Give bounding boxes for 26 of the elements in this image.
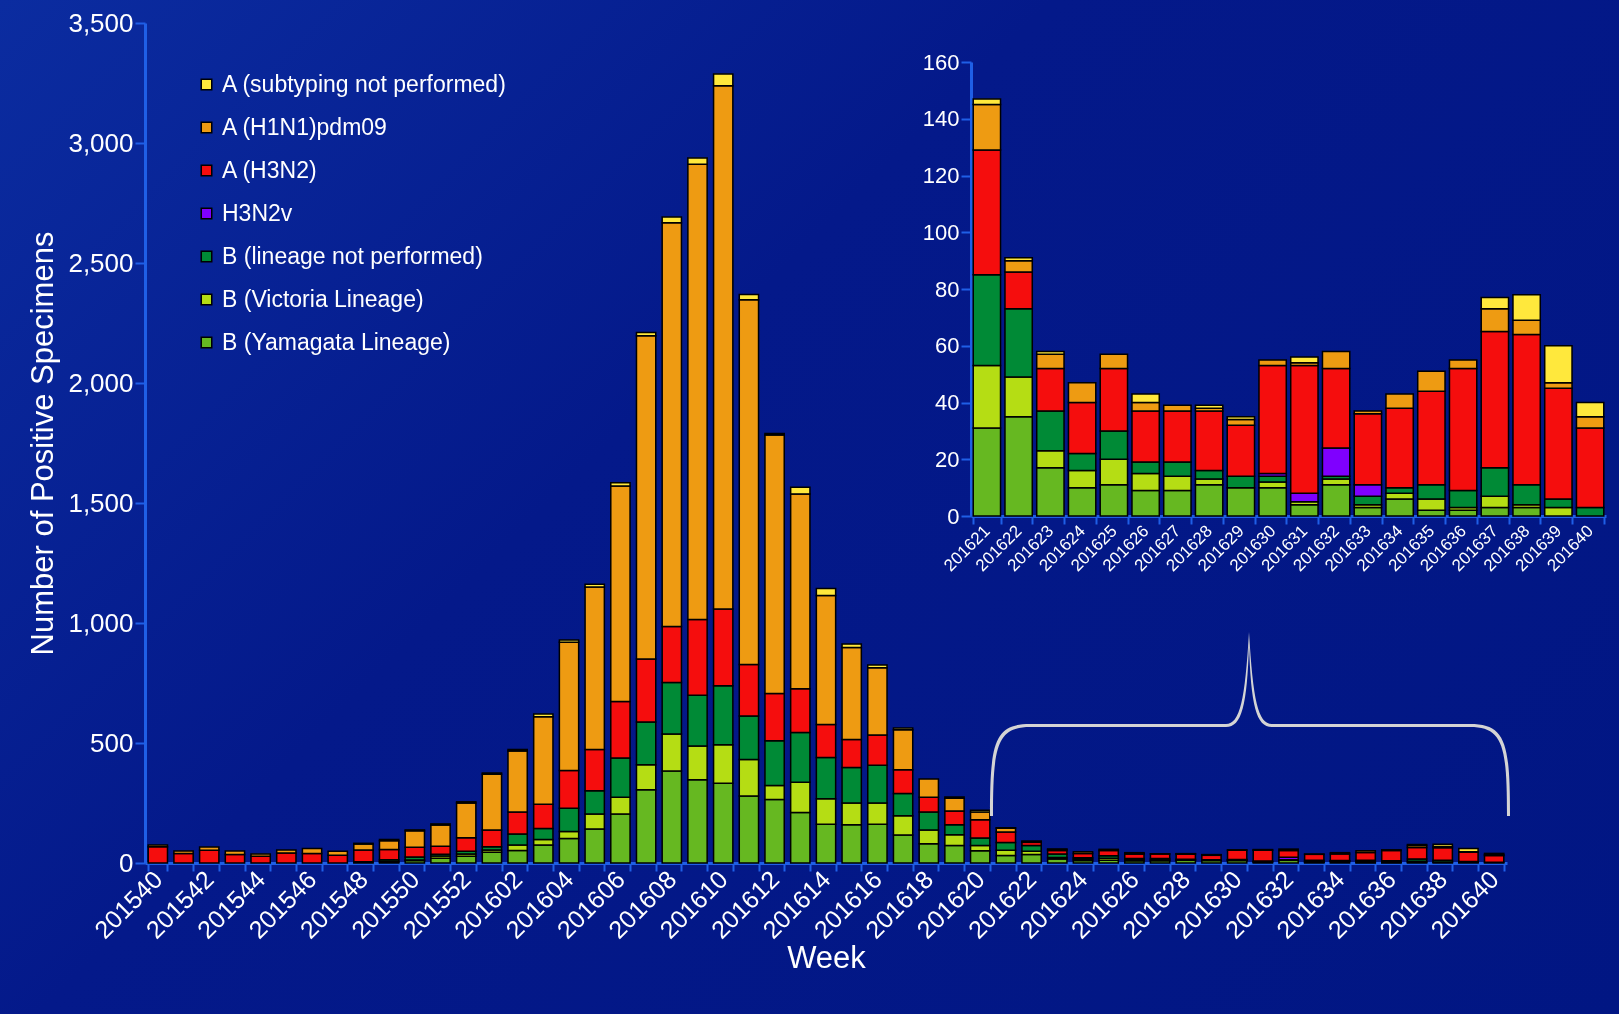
- y-tick-label: 140: [922, 106, 960, 132]
- y-tick-label: 40: [935, 390, 960, 415]
- y-tick-label: 1,500: [68, 487, 134, 518]
- y-tick-label: 20: [935, 446, 960, 472]
- y-tick-label: 100: [922, 219, 960, 245]
- y-tick-label: 80: [935, 276, 960, 302]
- legend-label: B (lineage not performed): [222, 242, 483, 269]
- y-tick-label: 0: [119, 847, 134, 878]
- y-tick-label: 2,500: [68, 247, 134, 278]
- y-tick-label: 500: [90, 727, 134, 758]
- y-tick-label: 120: [922, 163, 960, 188]
- y-tick-label: 2,000: [68, 367, 134, 398]
- legend-label: A (H3N2): [222, 156, 317, 183]
- y-tick-label: 0: [947, 503, 960, 529]
- legend-label: B (Victoria Lineage): [222, 285, 424, 312]
- y-tick-label: 3,000: [68, 127, 134, 158]
- x-axis-title: Week: [787, 939, 867, 975]
- y-tick-label: 160: [922, 49, 960, 75]
- y-tick-label: 1,000: [68, 607, 134, 638]
- legend-label: H3N2v: [222, 199, 293, 226]
- legend-label: A (subtyping not performed): [222, 70, 506, 97]
- y-tick-label: 3,500: [68, 7, 134, 38]
- legend-label: B (Yamagata Lineage): [222, 328, 451, 355]
- y-tick-label: 60: [935, 333, 960, 359]
- legend-label: A (H1N1)pdm09: [222, 113, 387, 140]
- y-axis-title: Number of Positive Specimens: [25, 231, 61, 656]
